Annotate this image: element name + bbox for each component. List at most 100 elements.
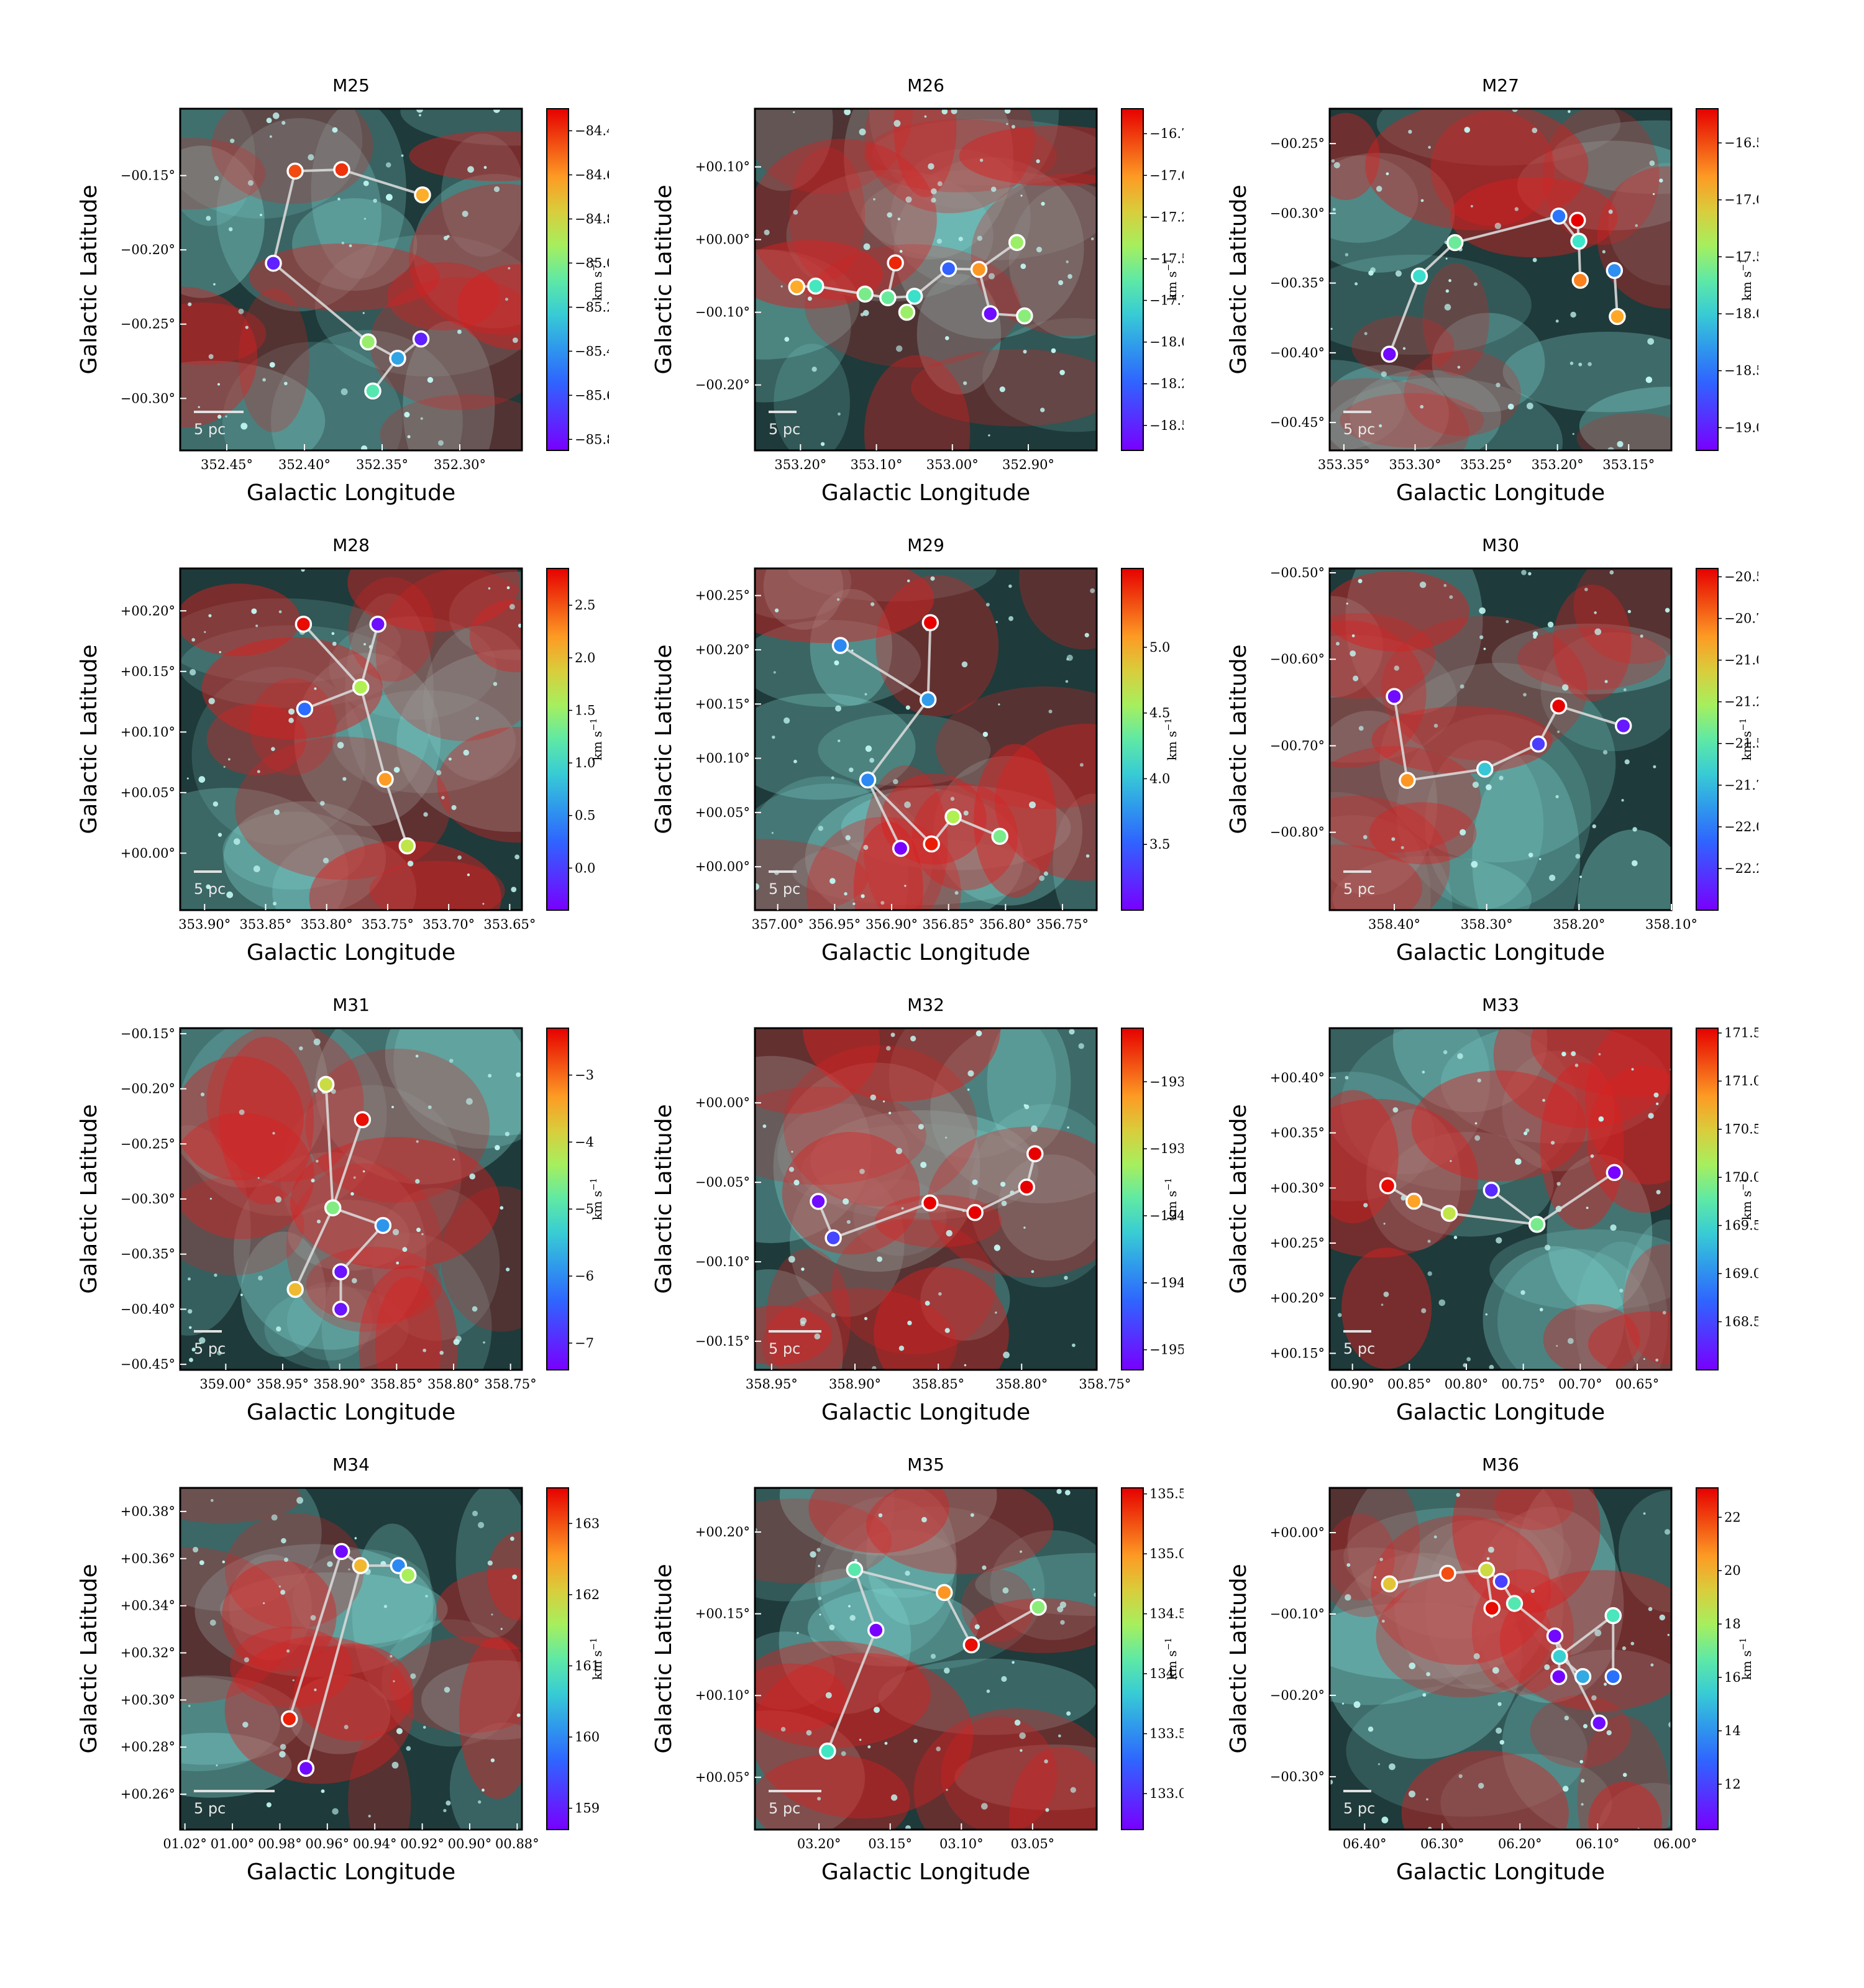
red-emission — [230, 1626, 352, 1708]
x-tick-label: 358.40° — [1368, 917, 1420, 932]
star — [462, 211, 468, 217]
star — [368, 1815, 371, 1818]
star — [1624, 759, 1630, 765]
star — [281, 1538, 286, 1544]
star — [1091, 237, 1094, 240]
link-line — [971, 1606, 1039, 1646]
star — [214, 1273, 217, 1277]
star — [1489, 1364, 1494, 1370]
star — [436, 770, 442, 776]
star — [958, 237, 963, 242]
cyan-emission — [1502, 1649, 1671, 1830]
star — [904, 885, 907, 887]
cyan-emission — [763, 568, 844, 630]
star — [995, 621, 998, 624]
star — [188, 1705, 191, 1707]
colorbar-unit: km s — [1164, 731, 1179, 760]
star — [391, 1105, 395, 1108]
cyan-emission — [1440, 1753, 1612, 1830]
cyan-emission — [180, 625, 402, 708]
y-tick-label: −00.15° — [121, 168, 175, 183]
star — [1604, 680, 1608, 683]
star — [416, 1228, 421, 1233]
star — [385, 162, 391, 168]
data-point — [1381, 1575, 1398, 1593]
x-axis-label: Galactic Longitude — [247, 480, 455, 506]
colorbar-tick-label: −21.00 — [1724, 653, 1758, 668]
star — [1505, 620, 1509, 624]
colorbar-tick-label: 171.5 — [1724, 1026, 1758, 1041]
star — [363, 217, 366, 220]
x-tick-label: 00.90° — [448, 1836, 492, 1851]
y-tick-label: +00.00° — [695, 232, 750, 247]
colorbar-tick-label: 134.5 — [1149, 1607, 1184, 1621]
star — [415, 1179, 420, 1184]
star — [488, 1074, 492, 1078]
star — [1036, 247, 1043, 253]
star — [1443, 1050, 1448, 1054]
x-tick-label: 06.40° — [1343, 1836, 1387, 1851]
star — [257, 1177, 260, 1179]
cyan-emission — [180, 1733, 292, 1798]
link-line — [1558, 1615, 1614, 1657]
x-tick-label: 353.85° — [240, 917, 292, 932]
star — [420, 417, 423, 420]
star — [467, 873, 470, 877]
data-point — [1551, 1648, 1568, 1665]
star — [385, 194, 393, 201]
data-points — [286, 1075, 392, 1318]
cyan-emission — [1330, 365, 1449, 450]
panel-title: M35 — [907, 1454, 944, 1475]
y-tick-label: +00.30° — [1270, 1180, 1325, 1195]
cyan-emission — [777, 1103, 909, 1205]
x-tick-label: 359.00° — [199, 1377, 252, 1392]
star — [1409, 1662, 1416, 1669]
colorbar-tick-label: −17.75 — [1149, 293, 1184, 308]
star — [217, 383, 221, 386]
colorbar — [1121, 1028, 1144, 1370]
x-tick-label: 06.20° — [1498, 1836, 1542, 1851]
red-emission — [457, 264, 522, 350]
star — [427, 376, 434, 383]
cyan-emission — [893, 157, 1084, 339]
star — [198, 406, 200, 408]
star — [801, 1267, 805, 1271]
data-point — [1439, 1564, 1456, 1582]
star — [1039, 875, 1045, 882]
cyan-emission — [1330, 1072, 1435, 1201]
star — [1586, 1206, 1589, 1210]
star — [924, 115, 927, 118]
star — [314, 1688, 317, 1692]
star — [390, 1655, 393, 1658]
star — [1351, 634, 1355, 637]
x-tick-label: 356.95° — [808, 917, 861, 932]
star — [1485, 1313, 1488, 1316]
star — [423, 1348, 426, 1352]
colorbar-tick-label: −85.6 — [575, 388, 609, 403]
cyan-emission — [1577, 829, 1671, 910]
star — [954, 891, 959, 895]
y-tick-label: +00.26° — [121, 1787, 175, 1802]
star — [1575, 854, 1581, 859]
red-emission — [390, 1636, 522, 1733]
y-tick-label: +00.10° — [695, 751, 750, 766]
link-line — [866, 779, 902, 849]
colorbar-tick-label: 161 — [575, 1658, 600, 1673]
star — [487, 1560, 493, 1566]
cyan-emission — [807, 1588, 979, 1667]
x-tick-label: 00.85° — [1387, 1377, 1432, 1392]
chart-m25: M25 352.45° 352.40° 352.35° 352.30° −00.15° −0… — [76, 75, 609, 506]
sky-background — [755, 1488, 1097, 1830]
cyan-emission — [1540, 632, 1671, 752]
star — [1420, 404, 1424, 409]
star — [944, 1328, 950, 1333]
colorbar-unit-label: km s−1 — [1164, 1178, 1179, 1220]
red-emission — [911, 783, 1018, 891]
red-emission — [409, 130, 522, 181]
star — [191, 638, 196, 642]
colorbar-unit-label: km s−1 — [1164, 258, 1179, 301]
plot-frame — [754, 567, 1098, 911]
star — [860, 312, 864, 317]
star — [217, 832, 222, 837]
cyan-emission — [1502, 1050, 1615, 1172]
